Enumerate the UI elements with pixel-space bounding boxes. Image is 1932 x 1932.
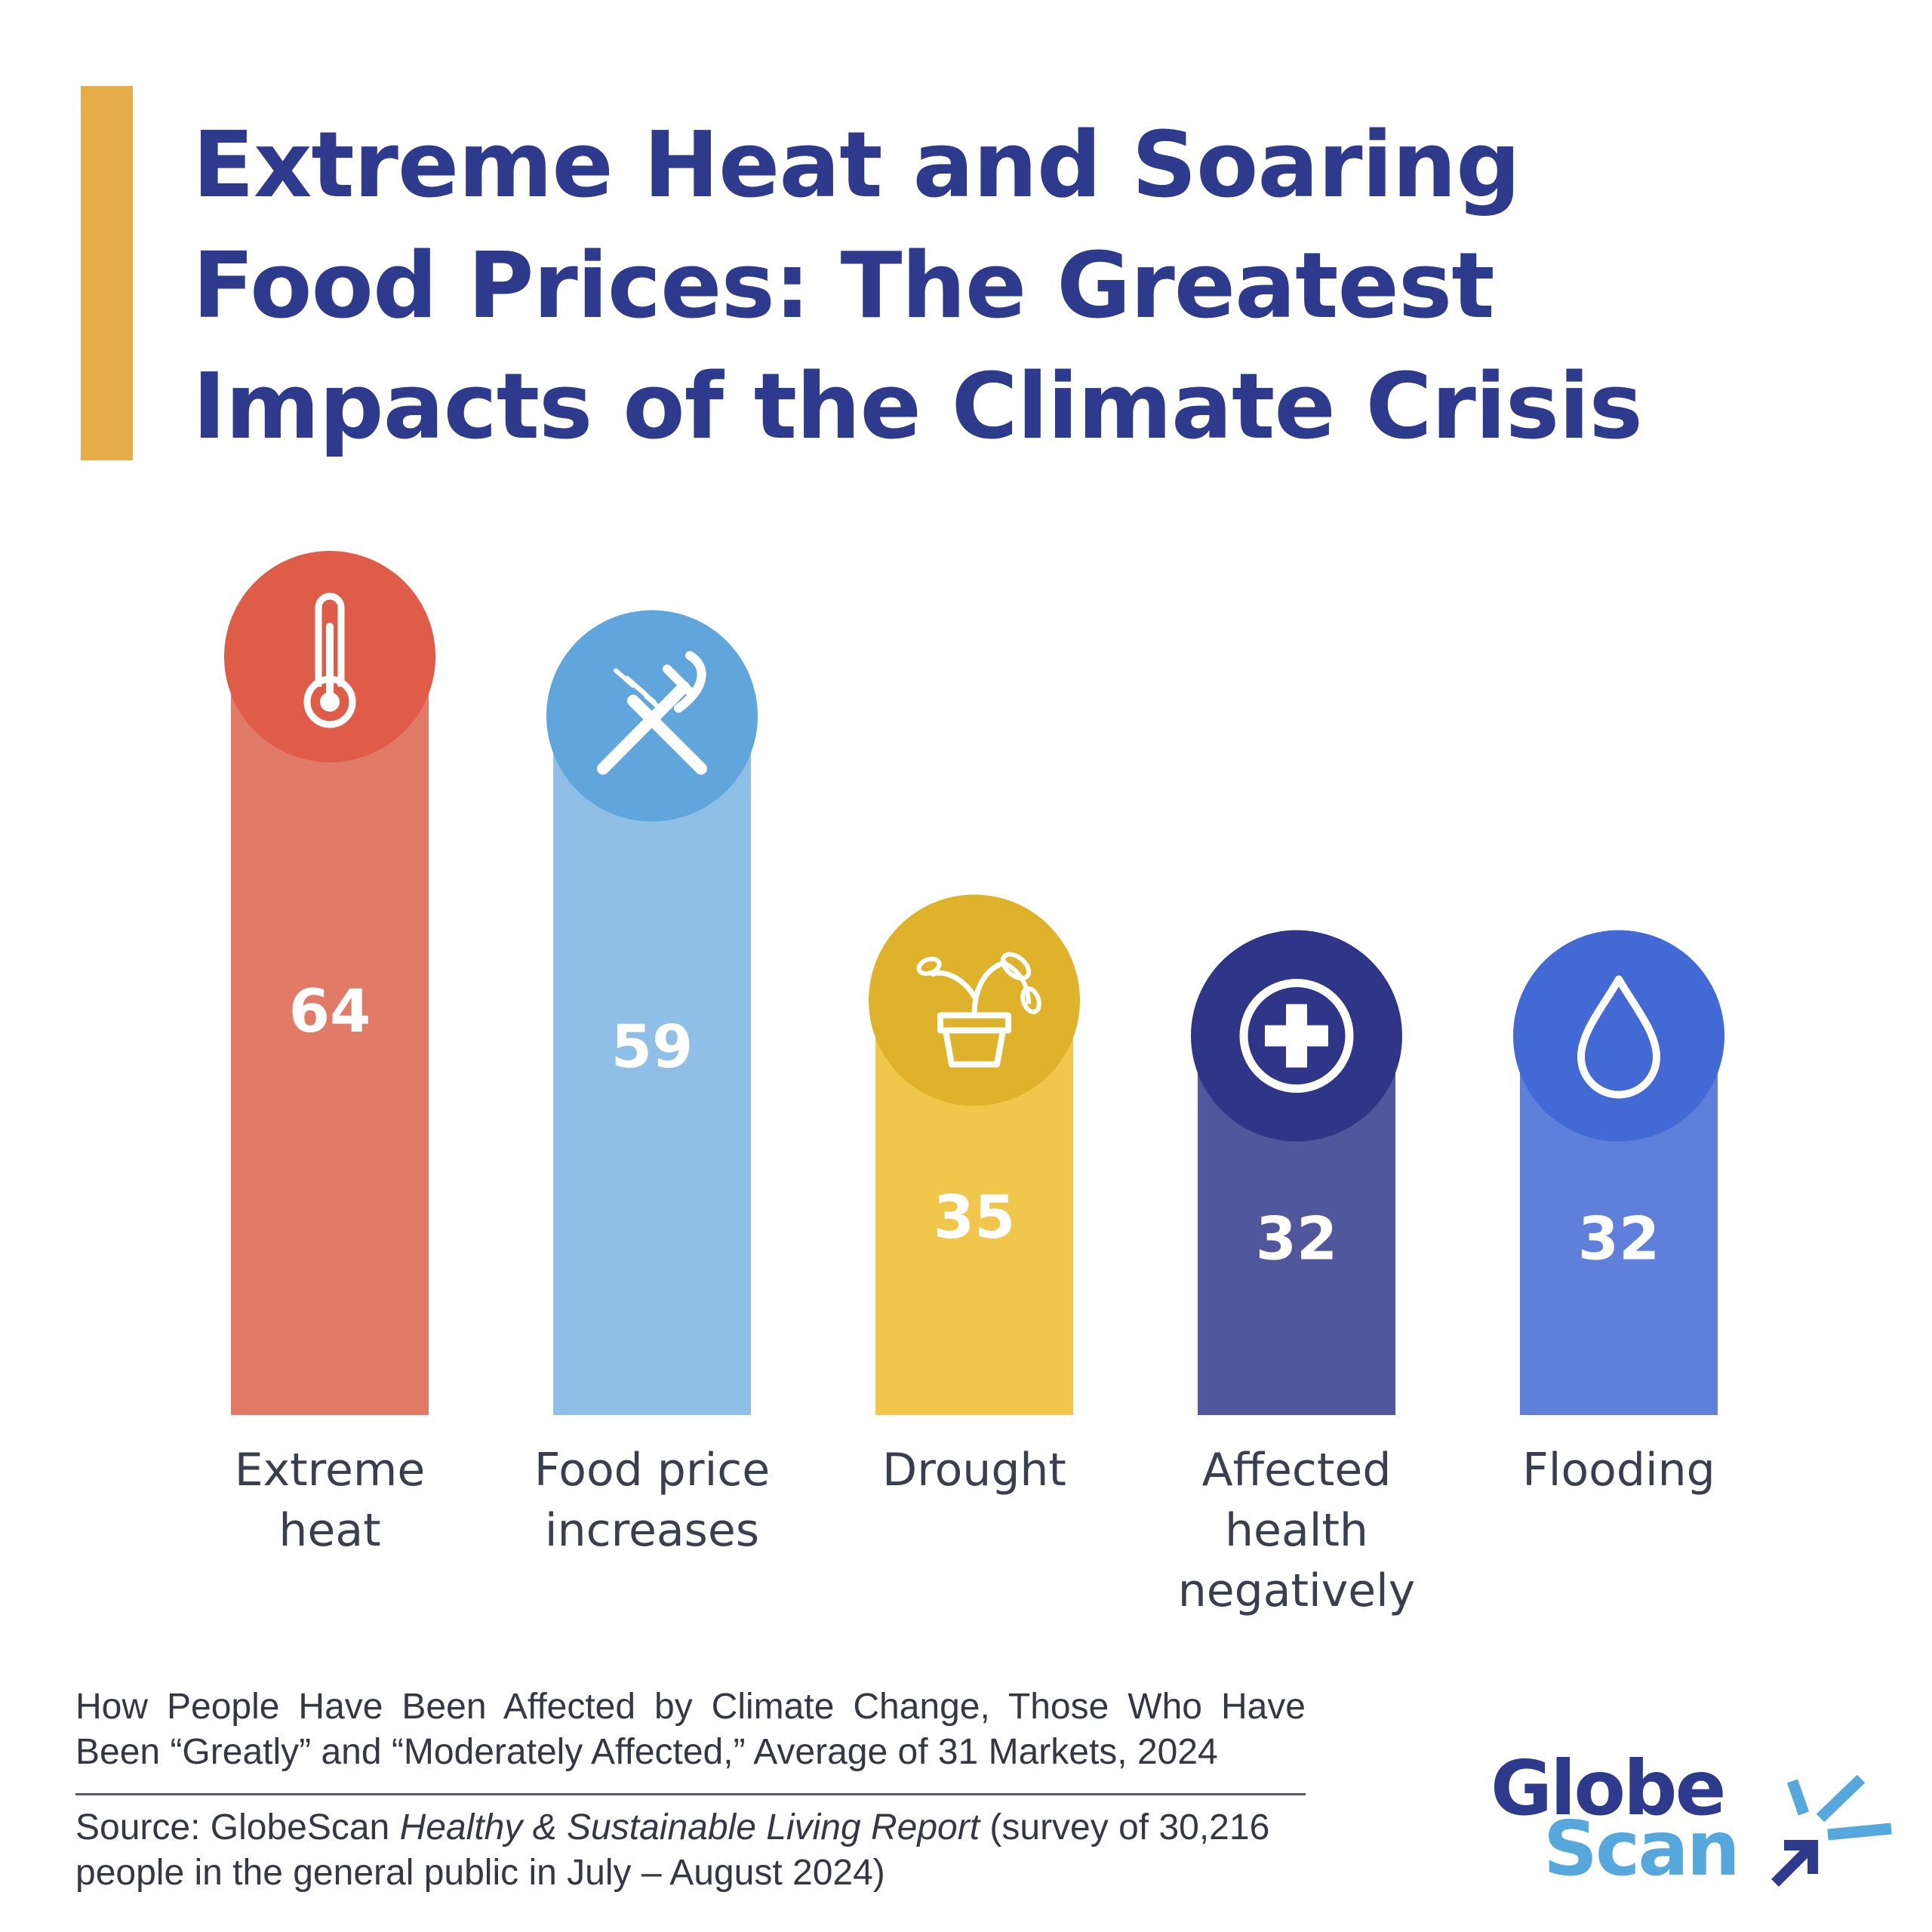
page-title: Extreme Heat and Soaring Food Prices: Th…	[192, 113, 1643, 460]
bar-value-label: 64	[289, 978, 371, 1046]
bar-value-label: 32	[1256, 1206, 1338, 1274]
bar-value-label: 59	[611, 1014, 694, 1081]
source-prefix: Source: GlobeScan	[75, 1807, 400, 1847]
category-label: negatively	[1178, 1564, 1416, 1617]
bar-group-1: 64 Extreme heat	[224, 551, 435, 1557]
logo-arrow-icon	[1771, 1774, 1892, 1887]
plant-pot-icon	[916, 952, 1041, 1068]
fork-knife-icon	[597, 651, 707, 775]
category-label: Affected	[1202, 1444, 1392, 1497]
category-label: Food price	[534, 1444, 770, 1497]
bar-value-label: 32	[1578, 1206, 1660, 1274]
source-report-name: Healthy & Sustainable Living Report	[399, 1807, 980, 1847]
globescan-logo: Globe Scan	[1491, 1751, 1913, 1902]
bar-chart: 64 Extreme heat 59 Food price increases 35 Drou…	[224, 551, 1724, 1617]
chart-subtitle: How People Have Been Affected by Climate…	[75, 1684, 1306, 1775]
logo-text-globe: Globe	[1491, 1744, 1726, 1832]
category-label: health	[1225, 1504, 1368, 1557]
subtitle-line-2: Been “Greatly” and “Moderately Affected,…	[75, 1732, 1218, 1772]
water-drop-icon	[1577, 975, 1660, 1099]
bar	[231, 657, 429, 1415]
category-label: increases	[545, 1504, 759, 1557]
logo-text-scan: Scan	[1543, 1804, 1740, 1893]
bar-value-label: 35	[934, 1184, 1016, 1252]
medical-cross-icon	[1239, 979, 1354, 1093]
bar-group-4: 32 Affected health negatively	[1178, 930, 1416, 1617]
icon-circle	[1513, 930, 1724, 1142]
subtitle-line-1: How People Have Been Affected by Climate…	[75, 1687, 1306, 1727]
title-accent-bar	[81, 86, 133, 460]
bar	[553, 715, 751, 1415]
source-note: Source: GlobeScan Healthy & Sustainable …	[75, 1805, 1321, 1896]
category-label: heat	[278, 1504, 380, 1557]
bar-group-5: 32 Flooding	[1513, 930, 1724, 1497]
source-suffix: (survey of 30,216 people in the general …	[75, 1807, 1270, 1893]
category-label: Flooding	[1522, 1444, 1715, 1497]
divider-line	[75, 1793, 1306, 1795]
category-label: Drought	[882, 1444, 1066, 1497]
category-label: Extreme	[235, 1444, 426, 1497]
bar-group-3: 35 Drought	[869, 894, 1080, 1497]
thermometer-icon	[303, 592, 356, 728]
bar-group-2: 59 Food price increases	[534, 610, 770, 1557]
